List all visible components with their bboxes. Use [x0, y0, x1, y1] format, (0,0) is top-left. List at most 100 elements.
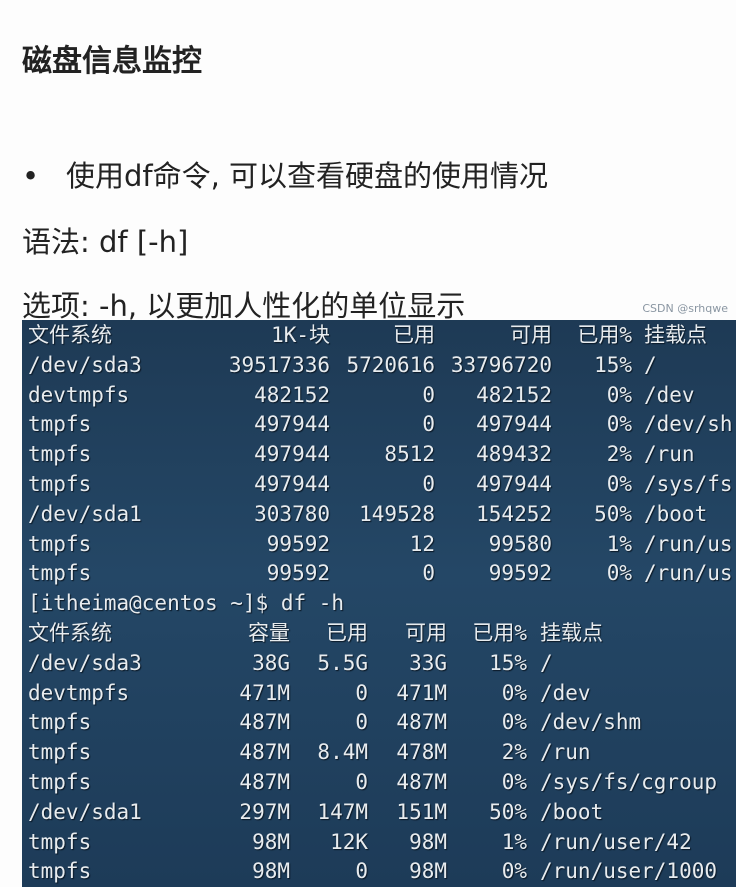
table-row: /dev/sda1 297M 147M 151M 50% /boot [22, 797, 736, 827]
cell-mounted-on: /dev/sh [644, 412, 733, 437]
cell-available: 497944 [476, 472, 552, 496]
cell-used: 5.5G [317, 650, 368, 675]
cell-filesystem: tmpfs [28, 829, 92, 854]
cell-mounted-on: /run/user/1000 [540, 859, 718, 884]
syntax-text: 语法: df [-h] [22, 225, 189, 259]
table-row: /dev/sda3 39517336 5720616 33796720 15% / [22, 350, 736, 380]
cell-available: 154252 [476, 501, 552, 526]
cell-filesystem: /dev/sda1 [28, 799, 142, 824]
cell-use-percent: 2% [501, 740, 527, 765]
cell-size: 297M [239, 799, 290, 824]
cell-use-percent: 0% [606, 472, 632, 496]
table-row: /dev/sda3 38G 5.5G 33G 15% / [22, 648, 736, 678]
cell-available: 487M [396, 770, 447, 794]
cell-used: 0 [355, 680, 368, 705]
cell-filesystem: tmpfs [28, 740, 92, 765]
cell-filesystem: 文件系统 [28, 621, 112, 645]
table-row: tmpfs 98M 12K 98M 1% /run/user/42 [22, 827, 736, 857]
cell-size: 487M [239, 740, 290, 765]
options-text: 选项: -h, 以更加人性化的单位显示 [22, 289, 466, 323]
cell-used: 147M [317, 799, 368, 824]
cell-mounted-on: /run [644, 442, 695, 467]
cell-available: 487M [396, 710, 447, 735]
cell-mounted-on: / [644, 352, 657, 377]
cell-mounted-on: 挂载点 [644, 323, 707, 347]
cell-size: 容量 [248, 621, 290, 645]
cell-used: 12 [409, 531, 435, 556]
cell-available: 可用 [510, 323, 552, 347]
cell-filesystem: 文件系统 [28, 323, 112, 347]
cell-available: 33G [409, 650, 447, 675]
cell-use-percent: 已用% [472, 621, 527, 645]
table-row: tmpfs 98M 0 98M 0% /run/user/1000 [22, 856, 736, 886]
cell-used: 12K [330, 829, 368, 854]
cell-mounted-on: /dev [540, 680, 591, 705]
cell-use-percent: 50% [489, 799, 527, 824]
cell-mounted-on: /sys/fs [644, 472, 733, 496]
cell-available: 478M [396, 740, 447, 765]
cell-size: 98M [252, 829, 290, 854]
cell-size: 99592 [266, 561, 330, 586]
cell-used: 已用 [393, 323, 435, 347]
cell-available: 497944 [476, 412, 552, 437]
cell-use-percent: 0% [501, 859, 527, 884]
cell-filesystem: /dev/sda3 [28, 650, 142, 675]
cell-filesystem: /dev/sda3 [28, 352, 142, 377]
cell-mounted-on: /boot [644, 501, 708, 526]
cell-mounted-on: /dev [644, 382, 695, 407]
cell-available: 33796720 [450, 352, 552, 377]
cell-size: 487M [239, 710, 290, 735]
cell-size: 497944 [254, 412, 330, 437]
cell-mounted-on: /run [540, 740, 591, 765]
cell-mounted-on: /sys/fs/cgroup [540, 770, 718, 794]
cell-use-percent: 1% [501, 829, 527, 854]
cell-use-percent: 0% [501, 710, 527, 735]
cell-available: 99580 [488, 531, 552, 556]
cell-used: 已用 [326, 621, 368, 645]
cell-size: 497944 [254, 472, 330, 496]
cell-filesystem: tmpfs [28, 859, 92, 884]
cell-used: 0 [422, 382, 435, 407]
cell-size: 471M [239, 680, 290, 705]
cell-available: 489432 [476, 442, 552, 467]
cell-available: 99592 [488, 561, 552, 586]
cell-filesystem: tmpfs [28, 770, 92, 794]
cell-used: 5720616 [346, 352, 435, 377]
cell-use-percent: 0% [606, 561, 632, 586]
cell-mounted-on: / [540, 650, 553, 675]
cell-use-percent: 0% [606, 382, 632, 407]
cell-use-percent: 1% [606, 531, 632, 556]
table-row: devtmpfs 471M 0 471M 0% /dev [22, 678, 736, 708]
table-row: tmpfs 99592 12 99580 1% /run/us [22, 529, 736, 559]
table-row: tmpfs 487M 0 487M 0% /dev/shm [22, 707, 736, 737]
table-header: 文件系统 容量 已用 可用 已用% 挂载点 [22, 618, 736, 648]
cell-used: 0 [422, 561, 435, 586]
cell-filesystem: tmpfs [28, 710, 92, 735]
cell-size: 497944 [254, 442, 330, 467]
cell-used: 8512 [384, 442, 435, 467]
cell-filesystem: devtmpfs [28, 680, 130, 705]
bullet-icon: • [22, 159, 40, 193]
cell-filesystem: tmpfs [28, 472, 92, 496]
table-row: tmpfs 497944 0 497944 0% /dev/sh [22, 409, 736, 439]
cell-mounted-on: /run/us [644, 561, 733, 586]
bullet-item: • 使用df命令, 可以查看硬盘的使用情况 [22, 153, 548, 195]
watermark: CSDN @srhqwe [642, 302, 728, 315]
cell-used: 0 [355, 859, 368, 884]
cell-used: 0 [355, 770, 368, 794]
table-row: tmpfs 487M 0 487M 0% /sys/fs/cgroup [22, 767, 736, 797]
cell-filesystem: /dev/sda1 [28, 501, 142, 526]
cell-filesystem: tmpfs [28, 412, 92, 437]
cell-use-percent: 已用% [577, 323, 632, 347]
cell-size: 39517336 [228, 352, 330, 377]
cell-available: 471M [396, 680, 447, 705]
command-prompt: [itheima@centos ~]$ df -h [28, 591, 345, 616]
cell-mounted-on: /boot [540, 799, 604, 824]
cell-size: 98M [252, 859, 290, 884]
bullet-text: 使用df命令, 可以查看硬盘的使用情况 [66, 159, 549, 193]
table-header: 文件系统 1K-块 已用 可用 已用% 挂载点 [22, 320, 736, 350]
cell-used: 0 [422, 412, 435, 437]
cell-use-percent: 0% [606, 412, 632, 437]
table-row: tmpfs 497944 0 497944 0% /sys/fs [22, 469, 736, 499]
cell-size: 38G [252, 650, 290, 675]
